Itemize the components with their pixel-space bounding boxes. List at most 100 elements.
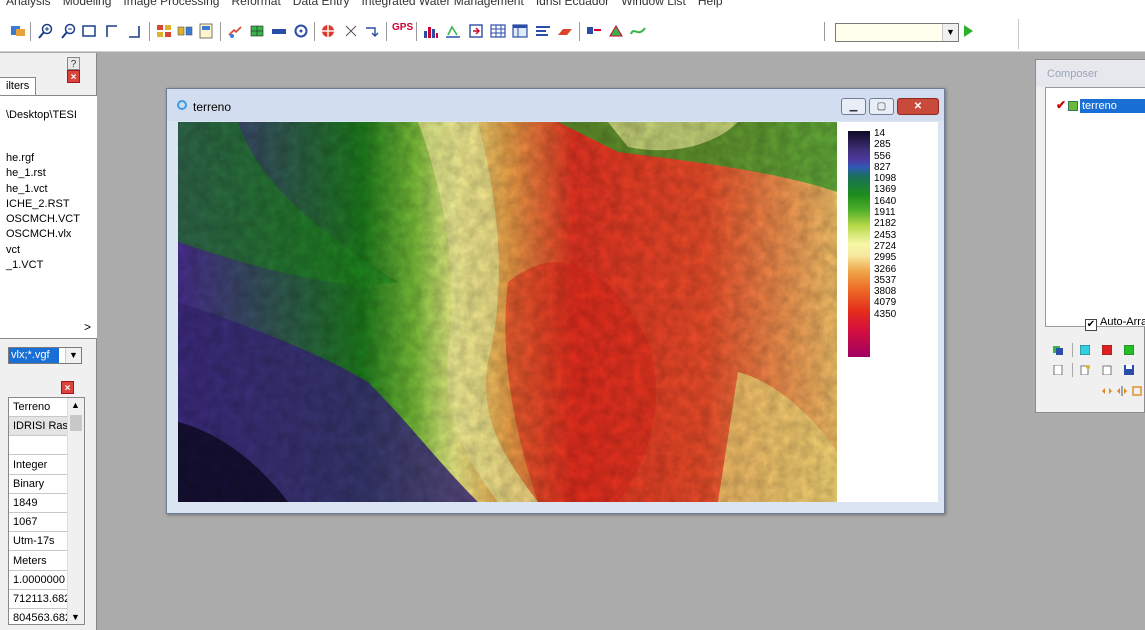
metadata-scrollbar[interactable]: ▲ ▼ — [67, 398, 84, 624]
scroll-down-icon[interactable]: ▼ — [71, 612, 80, 622]
checkbox-icon[interactable]: ✔ — [1085, 319, 1097, 331]
map-properties-icon[interactable] — [1102, 365, 1112, 375]
legend-value: 285 — [874, 139, 891, 151]
link-icon[interactable] — [177, 23, 193, 39]
menu-item[interactable]: Window List — [621, 0, 686, 8]
scroll-right-icon[interactable]: > — [83, 320, 91, 334]
grid-icon[interactable] — [249, 23, 265, 39]
chevron-down-icon[interactable]: ▼ — [65, 348, 81, 363]
group-icon[interactable] — [156, 23, 172, 39]
zoom-out-icon[interactable] — [61, 23, 77, 39]
composer-layer-list[interactable]: ✔ terreno — [1045, 87, 1145, 327]
layer-properties-icon[interactable] — [1080, 365, 1090, 375]
minimize-button[interactable]: ▁ — [841, 98, 866, 115]
corner-icon[interactable] — [126, 23, 142, 39]
file-list-item[interactable]: ICHE_2.RST — [6, 197, 70, 210]
legend-value: 4350 — [874, 308, 897, 320]
query-icon[interactable] — [227, 23, 243, 39]
gps-icon[interactable]: GPS — [392, 22, 414, 33]
map-window-titlebar[interactable]: terreno ▁ ▢ ✕ — [167, 89, 944, 121]
add-layer-icon[interactable] — [1053, 345, 1063, 355]
metadata-row: 804563.682 — [9, 609, 69, 624]
chevron-down-icon[interactable]: ▼ — [942, 24, 958, 41]
file-list-item[interactable]: OSCMCH.vlx — [6, 228, 72, 241]
red-color-icon[interactable] — [1102, 345, 1112, 355]
legend-value: 1098 — [874, 173, 897, 185]
digitize-icon[interactable] — [557, 23, 573, 39]
checkmark-icon[interactable]: ✔ — [1056, 98, 1067, 112]
file-list-item[interactable]: he.rgf — [6, 152, 35, 164]
legend-value: 1369 — [874, 184, 897, 196]
vector-icon[interactable] — [586, 23, 602, 39]
legend-value: 3266 — [874, 263, 897, 275]
pan-horizontal-icon[interactable] — [1102, 386, 1112, 396]
split-icon[interactable] — [1117, 386, 1127, 396]
auto-arrange-checkbox[interactable]: ✔Auto-Arran — [1085, 316, 1145, 331]
composer-panel: Composer ✔ terreno ✔Auto-Arran — [1035, 59, 1145, 413]
polygon-icon[interactable] — [608, 23, 624, 39]
play-icon[interactable] — [964, 25, 973, 37]
composer-title: Composer — [1036, 60, 1145, 87]
menu-item[interactable]: Reformat — [231, 0, 281, 8]
legend-value: 4079 — [874, 297, 897, 309]
menu-item[interactable]: Integrated Water Management — [361, 0, 524, 8]
menu-item[interactable]: Data Entry — [292, 0, 350, 8]
properties-icon[interactable] — [1053, 365, 1063, 375]
close-icon[interactable]: × — [61, 381, 74, 394]
close-button[interactable]: ✕ — [897, 98, 939, 115]
menu-list: Analysis Modeling Image Processing Reformat… — [6, 0, 735, 8]
composer-separator — [1072, 363, 1073, 377]
measure-icon[interactable] — [271, 23, 287, 39]
menu-item[interactable]: Image Processing — [123, 0, 220, 8]
spreadsheet-icon[interactable] — [512, 23, 528, 39]
file-list-item[interactable]: he_1.vct — [6, 182, 48, 195]
file-list-item[interactable]: OSCMCH.VCT — [6, 213, 80, 226]
frame-icon[interactable] — [198, 23, 214, 39]
tab-filters[interactable]: ilters — [0, 77, 36, 95]
composer-layer-item[interactable]: ✔ terreno — [1056, 98, 1145, 114]
menu-item[interactable]: Idrisi Ecuador — [535, 0, 610, 8]
target-icon[interactable] — [320, 23, 336, 39]
scroll-up-icon[interactable]: ▲ — [71, 400, 80, 410]
maximize-button[interactable]: ▢ — [869, 98, 894, 115]
menu-item[interactable]: Analysis — [6, 0, 51, 8]
import-icon[interactable] — [468, 23, 484, 39]
green-color-icon[interactable] — [1124, 345, 1134, 355]
list-icon[interactable] — [535, 23, 551, 39]
save-icon[interactable] — [1124, 365, 1134, 375]
menu-item[interactable]: Help — [697, 0, 723, 8]
layer-composer-icon[interactable] — [10, 23, 26, 39]
help-icon[interactable]: ? — [67, 57, 80, 70]
legend-labels: 14 285 556 827 1098 1369 1640 1911 2182 2453 2724 2… — [874, 128, 896, 320]
fit-icon[interactable] — [1132, 386, 1142, 396]
zoom-window-icon[interactable] — [82, 23, 98, 39]
profile-icon[interactable] — [445, 23, 461, 39]
cyan-color-icon[interactable] — [1080, 345, 1090, 355]
zoom-in-icon[interactable] — [38, 23, 54, 39]
table-icon[interactable] — [490, 23, 506, 39]
file-list-item[interactable]: _1.VCT — [6, 259, 44, 272]
file-list[interactable]: \Desktop\TESI he.rgf he_1.rst he_1.vct ICHE… — [0, 95, 97, 339]
file-filter-select[interactable]: vlx;*.vgf ▼ — [8, 347, 82, 364]
close-icon[interactable]: × — [67, 70, 80, 83]
metadata-row: IDRISI Ras — [9, 417, 69, 437]
curve-icon[interactable] — [630, 23, 646, 39]
file-list-item[interactable]: vct — [6, 243, 21, 256]
terrain-raster-image — [178, 122, 837, 502]
map-window[interactable]: terreno ▁ ▢ ✕ — [166, 88, 945, 514]
toolbar-select[interactable]: ▼ — [835, 23, 959, 42]
arrow-down-icon[interactable] — [364, 23, 380, 39]
legend-value: 1911 — [874, 207, 896, 219]
menu-item[interactable]: Modeling — [62, 0, 112, 8]
legend-value: 2182 — [874, 218, 897, 230]
file-list-item[interactable]: he_1.rst — [6, 167, 46, 180]
legend-color-bar — [848, 131, 870, 357]
main-toolbar: GPS ▼ — [0, 9, 1145, 52]
terrain-raster[interactable] — [178, 122, 837, 502]
circle-icon[interactable] — [293, 23, 309, 39]
scroll-thumb[interactable] — [70, 415, 82, 431]
scissors-icon[interactable] — [343, 23, 359, 39]
legend-value: 556 — [874, 150, 891, 162]
histogram-icon[interactable] — [423, 23, 439, 39]
corner-icon[interactable] — [104, 23, 120, 39]
